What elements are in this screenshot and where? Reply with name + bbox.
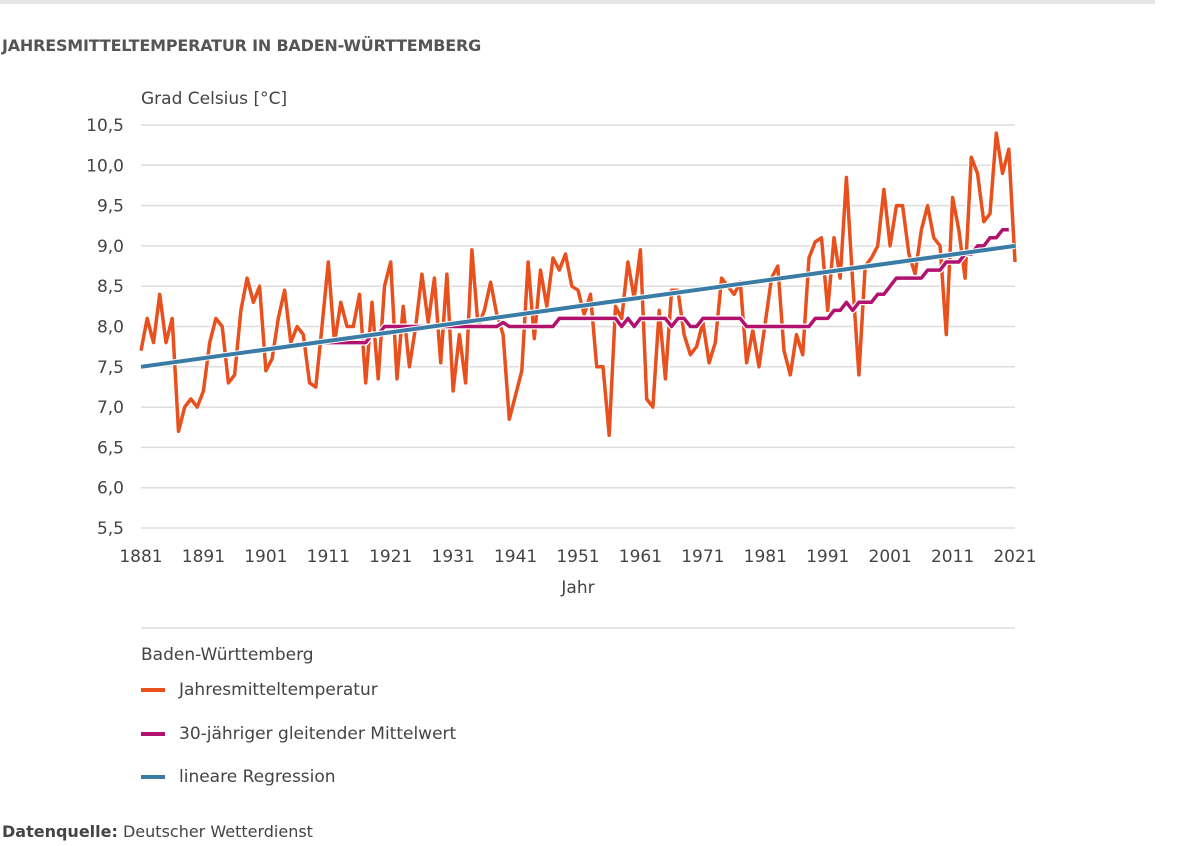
legend-item-annual: Jahresmitteltemperatur (141, 680, 378, 700)
x-tick-label: 1881 (119, 547, 162, 567)
x-tick-label: 1971 (681, 547, 724, 567)
x-tick-label: 2021 (993, 547, 1036, 567)
legend-label: 30-jähriger gleitender Mittelwert (179, 724, 457, 744)
legend-label: lineare Regression (179, 767, 336, 787)
y-tick-label: 8,5 (97, 277, 124, 297)
source-label: Datenquelle: (2, 822, 118, 841)
x-tick-label: 2001 (869, 547, 912, 567)
y-tick-label: 9,5 (97, 197, 124, 217)
legend-swatch (141, 688, 165, 692)
y-tick-label: 7,5 (97, 358, 124, 378)
x-tick-label: 1981 (744, 547, 787, 567)
x-tick-label: 1941 (494, 547, 537, 567)
y-axis-label: Grad Celsius [°C] (141, 89, 287, 109)
chart-title: JAHRESMITTELTEMPERATUR IN BADEN-WÜRTTEMB… (2, 36, 482, 55)
source-value: Deutscher Wetterdienst (122, 822, 313, 841)
y-tick-label: 10,0 (86, 156, 124, 176)
data-source: Datenquelle: Deutscher Wetterdienst (2, 822, 313, 841)
x-tick-label: 1991 (806, 547, 849, 567)
y-tick-label: 6,0 (97, 479, 124, 499)
series-annual-temperature (139, 131, 1017, 438)
x-tick-label: 1921 (369, 547, 412, 567)
x-tick-label: 1951 (556, 547, 599, 567)
legend-swatch (141, 732, 165, 736)
x-tick-label: 1891 (182, 547, 225, 567)
top-divider (0, 0, 1155, 4)
series-linear-regression (140, 243, 1016, 369)
y-tick-label: 9,0 (97, 237, 124, 257)
y-tick-label: 10,5 (86, 116, 124, 136)
x-tick-label: 1901 (244, 547, 287, 567)
legend-swatch (141, 775, 165, 779)
x-tick-label: 1931 (432, 547, 475, 567)
x-tick-label: 2011 (931, 547, 974, 567)
x-tick-label: 1961 (619, 547, 662, 567)
series-annual-temperature-halo (138, 130, 1018, 439)
y-tick-label: 7,0 (97, 398, 124, 418)
legend-item-moving-average: 30-jähriger gleitender Mittelwert (141, 724, 456, 744)
legend-item-regression: lineare Regression (141, 767, 336, 787)
legend-label: Jahresmitteltemperatur (179, 680, 378, 700)
x-axis-label: Jahr (560, 578, 594, 598)
x-tick-label: 1911 (307, 547, 350, 567)
legend-title: Baden-Württemberg (141, 645, 314, 665)
y-tick-label: 6,5 (97, 438, 124, 458)
y-tick-label: 8,0 (97, 318, 124, 338)
y-tick-label: 5,5 (97, 519, 124, 539)
